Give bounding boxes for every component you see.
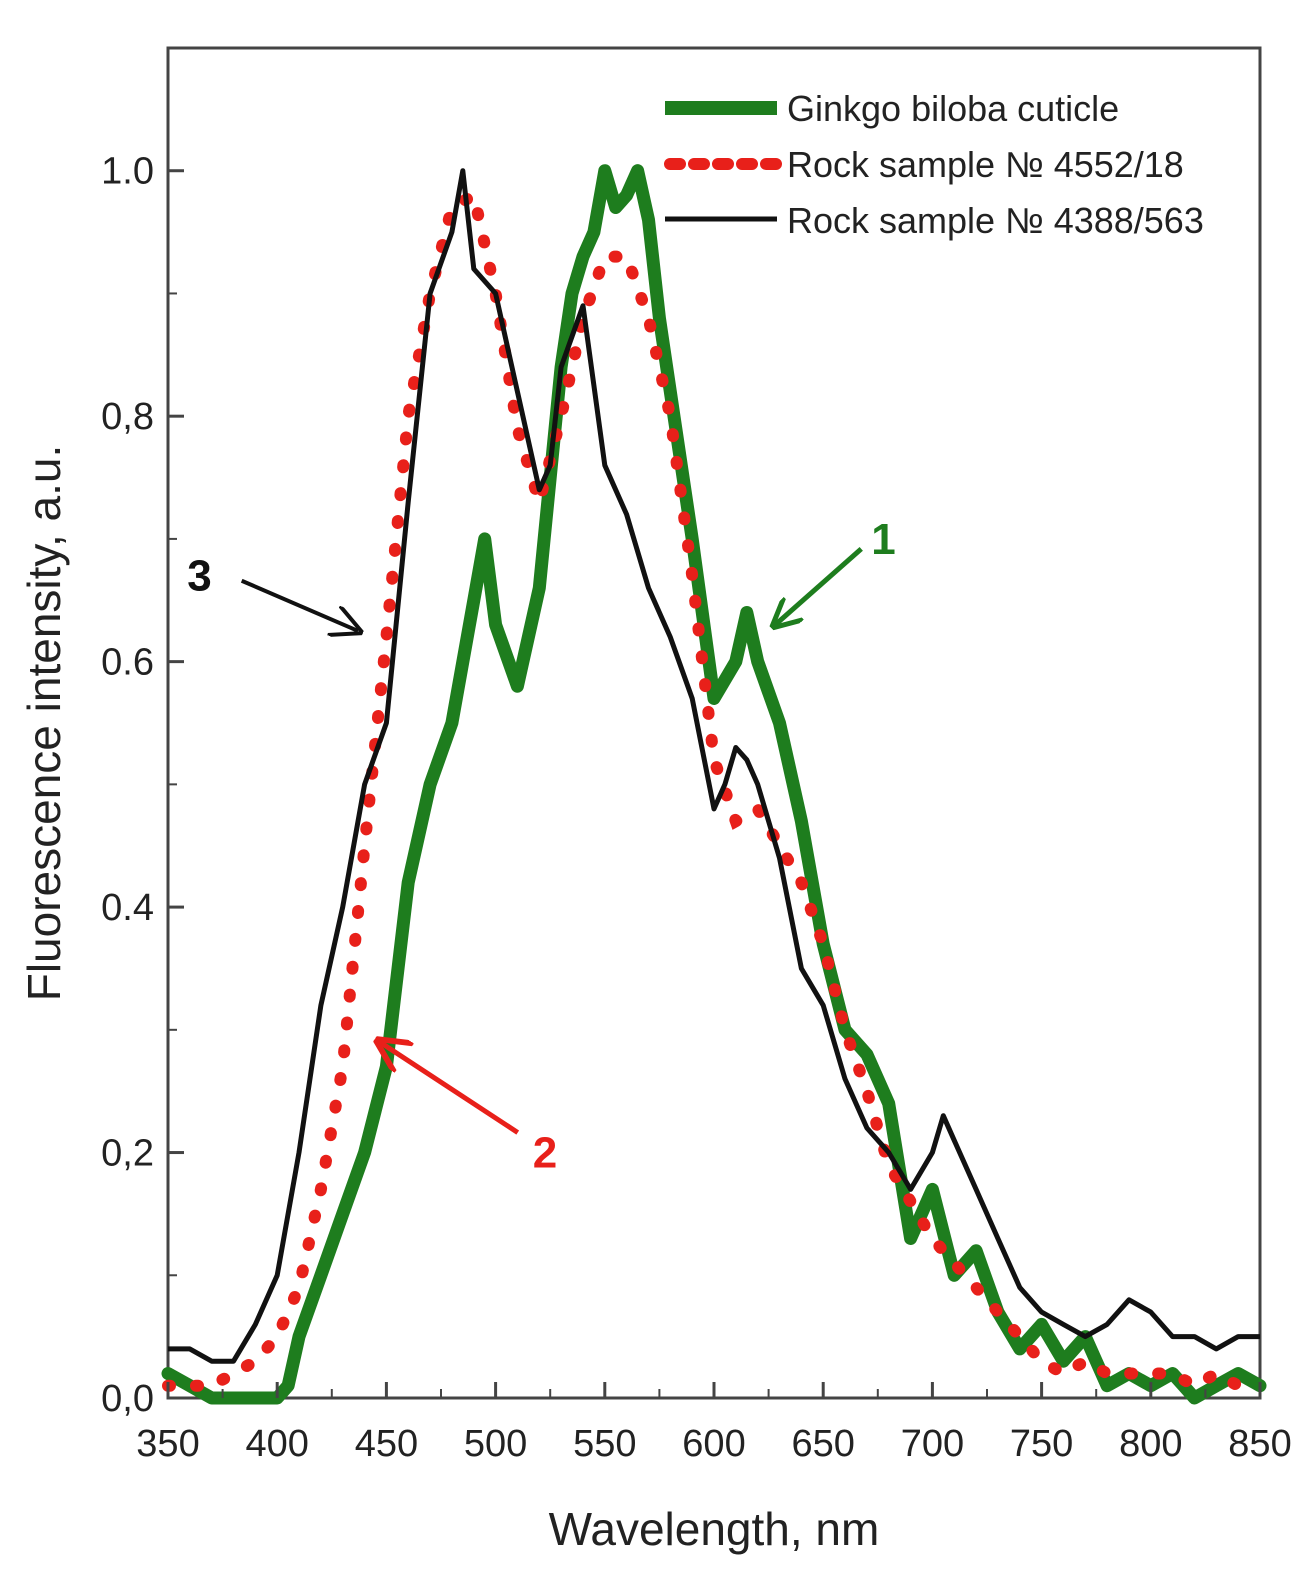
annotation-arrow-3 (240, 578, 358, 631)
x-tick-label-550: 550 (573, 1423, 636, 1465)
legend-label-rock-4552: Rock sample № 4552/18 (787, 144, 1184, 185)
y-tick-label-4: 0,8 (101, 396, 154, 438)
x-tick-label-750: 750 (1010, 1423, 1073, 1465)
x-tick-label-600: 600 (682, 1423, 745, 1465)
x-tick-label-450: 450 (355, 1423, 418, 1465)
series-line-2 (168, 168, 1260, 1364)
y-tick-label-3: 0.6 (101, 642, 154, 684)
y-tick-label-1: 0,2 (101, 1133, 154, 1175)
series-line-0 (161, 164, 1267, 1405)
plot-frame (166, 46, 1262, 1400)
x-tick-label-850: 850 (1228, 1423, 1291, 1465)
y-tick-label-2: 0.4 (101, 887, 154, 929)
y-axis-title: Fluorescence intensity, a.u. (18, 445, 70, 1002)
series-layer (161, 164, 1267, 1405)
x-tick-label-500: 500 (464, 1423, 527, 1465)
annotation-label-1: 1 (871, 515, 895, 564)
annotation-label-3: 3 (187, 552, 211, 601)
annotation-arrow-1 (775, 547, 863, 625)
y-tick-label-0: 0,0 (101, 1378, 154, 1420)
legend: Ginkgo biloba cuticle Rock sample № 4552… (664, 88, 1204, 241)
x-tick-label-400: 400 (245, 1423, 308, 1465)
annotation-layer: 1 2 3 (187, 515, 896, 1178)
y-tick-label-5: 1.0 (101, 151, 154, 193)
annotation-arrow-2 (380, 1042, 520, 1135)
x-axis-title: Wavelength, nm (549, 1503, 880, 1555)
x-tick-label-700: 700 (901, 1423, 964, 1465)
series-line-1 (162, 186, 1266, 1393)
x-tick-label-650: 650 (791, 1423, 854, 1465)
annotation-label-2: 2 (533, 1129, 557, 1178)
legend-label-rock-4388: Rock sample № 4388/563 (787, 200, 1204, 241)
x-tick-label-800: 800 (1119, 1423, 1182, 1465)
ticks-layer: 350 400 450 500 550 600 650 700 750 800 850 0,0 0,2 0… (101, 47, 1292, 1465)
legend-label-ginkgo: Ginkgo biloba cuticle (787, 88, 1119, 129)
x-tick-label-350: 350 (136, 1423, 199, 1465)
